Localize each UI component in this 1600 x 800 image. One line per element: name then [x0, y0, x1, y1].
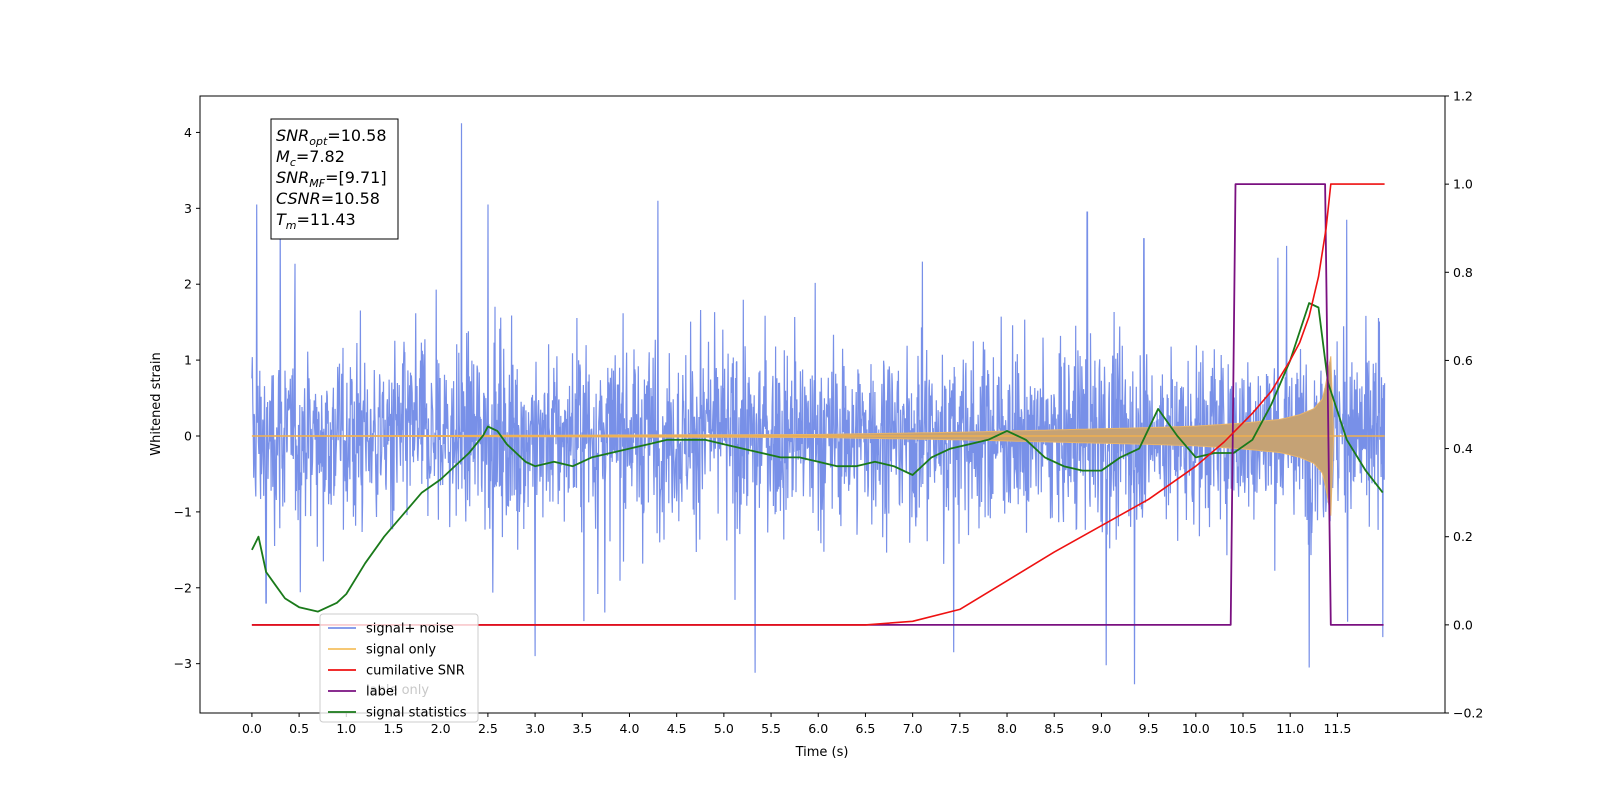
legend-label: signal only — [366, 643, 436, 658]
legend-label: signal+ noise — [366, 622, 454, 637]
plot-area — [251, 123, 1386, 685]
x-tick-label: 5.5 — [761, 721, 781, 736]
x-tick-label: 9.0 — [1091, 721, 1111, 736]
legend-ghost-text: lable only — [366, 683, 429, 698]
series-cumulative-snr-line — [251, 183, 1385, 626]
info-box-frame — [270, 118, 399, 240]
info-annotation-box: SNRopt=10.58Mc=7.82SNRMF=[9.71]CSNR=10.5… — [270, 118, 399, 240]
x-tick-label: 11.0 — [1276, 721, 1304, 736]
series-signal-noise-line — [251, 123, 1386, 685]
y-axis-label-left: Whitened strain — [149, 352, 164, 455]
x-tick-label: 0.0 — [242, 721, 262, 736]
y-right-tick-label: 1.2 — [1453, 89, 1473, 104]
legend-label: signal statistics — [366, 706, 467, 721]
x-tick-label: 11.5 — [1323, 721, 1351, 736]
info-line: Mc=7.82 — [276, 147, 345, 169]
x-tick-label: 7.0 — [903, 721, 923, 736]
x-tick-label: 6.0 — [808, 721, 828, 736]
info-line: SNRMF=[9.71] — [276, 168, 387, 190]
y-right-tick-label: 1.0 — [1453, 177, 1473, 192]
y-left-tick-label: 3 — [184, 201, 192, 216]
y-right-tick-label: 0.2 — [1453, 529, 1473, 544]
legend-label: cumilative SNR — [366, 664, 465, 679]
y-left-tick-label: 0 — [184, 428, 192, 443]
y-axis-right: 1.2 1.0 0.8 0.6 0.4 0.2 0.0 −0.2 — [1445, 89, 1483, 721]
y-right-tick-label: 0.8 — [1453, 265, 1473, 280]
x-axis: 0.0 0.5 1.0 1.5 2.0 2.5 3.0 3.5 4.0 4.5 5.0 5.5 6.0 6… — [242, 713, 1351, 736]
y-left-tick-label: −1 — [174, 504, 192, 519]
x-tick-label: 3.0 — [525, 721, 545, 736]
x-tick-label: 2.5 — [478, 721, 498, 736]
y-right-tick-label: 0.6 — [1453, 353, 1473, 368]
axes-frame — [199, 95, 1446, 714]
x-tick-label: 5.0 — [714, 721, 734, 736]
legend-label: label — [366, 685, 397, 700]
x-tick-label: 2.0 — [431, 721, 451, 736]
series-label-line — [251, 183, 1384, 626]
x-tick-label: 3.5 — [572, 721, 592, 736]
x-tick-label: 1.0 — [336, 721, 356, 736]
y-left-tick-label: −2 — [174, 580, 192, 595]
info-line: CSNR=10.58 — [276, 189, 380, 208]
y-left-tick-label: −3 — [174, 656, 192, 671]
x-tick-label: 10.5 — [1229, 721, 1257, 736]
y-right-tick-label: 0.4 — [1453, 441, 1473, 456]
info-line: SNRopt=10.58 — [276, 126, 387, 148]
y-right-tick-label: −0.2 — [1453, 706, 1483, 721]
x-tick-label: 4.0 — [620, 721, 640, 736]
legend: lable only signal+ noise signal only cumila… — [319, 613, 479, 723]
x-tick-label: 7.5 — [950, 721, 970, 736]
y-left-tick-label: 1 — [184, 353, 192, 368]
x-tick-label: 9.5 — [1139, 721, 1159, 736]
x-tick-label: 6.5 — [856, 721, 876, 736]
x-tick-label: 8.5 — [1044, 721, 1064, 736]
y-left-tick-label: 4 — [184, 125, 192, 140]
x-tick-label: 4.5 — [667, 721, 687, 736]
x-axis-label: Time (s) — [795, 745, 849, 760]
x-tick-label: 10.0 — [1182, 721, 1210, 736]
y-left-tick-label: 2 — [184, 277, 192, 292]
y-right-tick-label: 0.0 — [1453, 617, 1473, 632]
x-tick-label: 1.5 — [384, 721, 404, 736]
x-tick-label: 8.0 — [997, 721, 1017, 736]
legend-frame — [319, 613, 479, 723]
y-axis-left: 4 3 2 1 0 −1 −2 −3 — [174, 125, 200, 671]
series-signal-statistics-line — [251, 302, 1384, 613]
x-tick-label: 0.5 — [289, 721, 309, 736]
info-line: Tm=11.43 — [276, 210, 356, 232]
